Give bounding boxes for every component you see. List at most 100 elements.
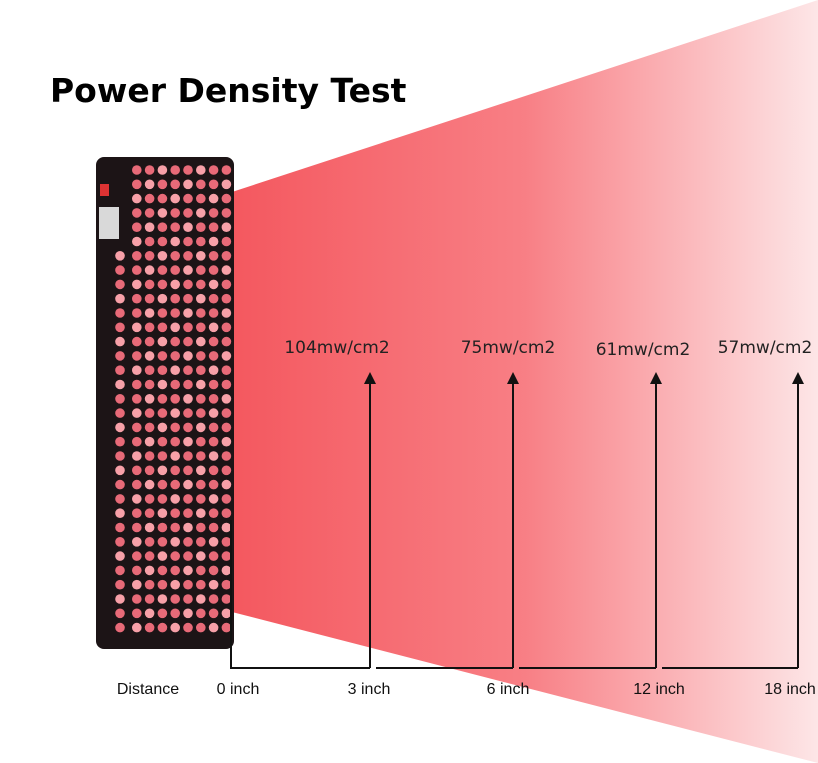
- led: [208, 193, 219, 204]
- led: [170, 179, 180, 190]
- led: [183, 436, 193, 447]
- led: [115, 351, 125, 361]
- led: [183, 193, 193, 204]
- led: [157, 208, 168, 218]
- led: [144, 537, 155, 547]
- reading: 75mw/cm2: [461, 338, 556, 358]
- led: [183, 336, 193, 347]
- led: [221, 565, 232, 576]
- led: [208, 451, 219, 461]
- led: [157, 494, 168, 504]
- led: [183, 208, 193, 218]
- led: [170, 579, 180, 590]
- led: [157, 394, 168, 404]
- led: [208, 522, 219, 533]
- distance-label: Distance: [117, 681, 179, 698]
- led: [183, 465, 193, 476]
- led: [183, 594, 193, 604]
- led: [144, 322, 155, 333]
- led: [196, 479, 206, 490]
- led: [144, 279, 155, 290]
- led: [196, 336, 206, 347]
- led: [183, 608, 193, 619]
- led: [132, 251, 142, 261]
- led: [208, 322, 219, 333]
- led: [221, 236, 232, 247]
- led: [208, 622, 219, 633]
- led: [170, 422, 180, 433]
- led: [157, 408, 168, 418]
- led: [157, 179, 168, 190]
- led: [208, 508, 219, 518]
- led: [183, 293, 193, 304]
- led: [157, 365, 168, 376]
- led: [170, 351, 180, 361]
- led: [132, 551, 142, 561]
- led: [157, 336, 168, 347]
- led: [196, 394, 206, 404]
- led: [132, 165, 142, 175]
- led: [115, 579, 125, 590]
- led: [132, 308, 142, 318]
- led: [170, 451, 180, 461]
- led: [183, 479, 193, 490]
- led: [208, 551, 219, 561]
- led: [115, 422, 125, 433]
- led: [157, 451, 168, 461]
- distance: 6 inch: [487, 681, 530, 698]
- led: [132, 408, 142, 418]
- led: [183, 179, 193, 190]
- led: [183, 508, 193, 518]
- led: [221, 522, 232, 533]
- led: [196, 365, 206, 376]
- led: [144, 336, 155, 347]
- led: [196, 322, 206, 333]
- led: [221, 608, 232, 619]
- led: [144, 465, 155, 476]
- led: [208, 379, 219, 390]
- led: [157, 308, 168, 318]
- led: [115, 608, 125, 619]
- led: [144, 451, 155, 461]
- led: [221, 308, 232, 318]
- led: [115, 451, 125, 461]
- led: [183, 422, 193, 433]
- led: [115, 508, 125, 518]
- led: [115, 308, 125, 318]
- led: [208, 336, 219, 347]
- led: [196, 351, 206, 361]
- led: [196, 279, 206, 290]
- led: [221, 265, 232, 275]
- led: [183, 579, 193, 590]
- led: [132, 608, 142, 619]
- led: [183, 322, 193, 333]
- led: [221, 579, 232, 590]
- led: [132, 537, 142, 547]
- led: [196, 379, 206, 390]
- led: [196, 522, 206, 533]
- led: [132, 379, 142, 390]
- led: [183, 494, 193, 504]
- led: [157, 279, 168, 290]
- led: [170, 336, 180, 347]
- led: [115, 465, 125, 476]
- led: [132, 179, 142, 190]
- led: [170, 551, 180, 561]
- led: [221, 394, 232, 404]
- led: [157, 508, 168, 518]
- led: [132, 265, 142, 275]
- led: [115, 479, 125, 490]
- led: [115, 394, 125, 404]
- led: [157, 551, 168, 561]
- led: [183, 551, 193, 561]
- led: [157, 379, 168, 390]
- led: [208, 251, 219, 261]
- led: [221, 179, 232, 190]
- led: [183, 537, 193, 547]
- led: [115, 436, 125, 447]
- led: [196, 165, 206, 175]
- led: [170, 479, 180, 490]
- led: [221, 279, 232, 290]
- led: [208, 579, 219, 590]
